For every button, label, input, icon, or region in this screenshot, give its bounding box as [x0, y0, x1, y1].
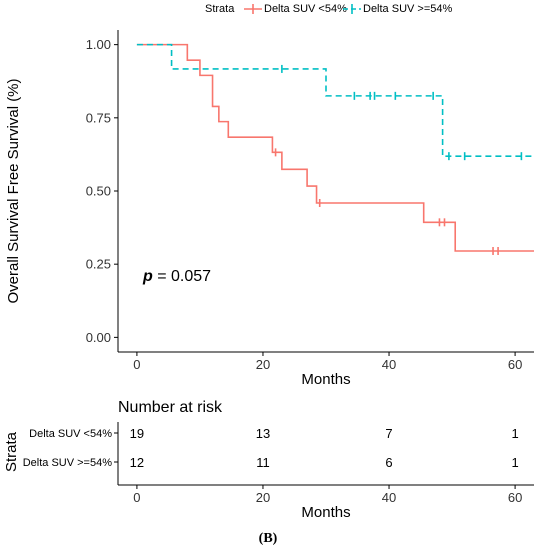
- survival-curves: [136, 43, 534, 256]
- risk-count: 1: [511, 426, 518, 441]
- risk-table: Number at risk Delta SUV <54% 19 13 7 1Delta…: [3, 399, 534, 521]
- risk-x-axis: 0 20 40 60: [133, 485, 522, 505]
- risk-y-axis-title: Strata: [3, 431, 20, 472]
- x-axis-title: Months: [301, 371, 350, 388]
- y-tick-label: 0.75: [86, 110, 111, 125]
- risk-count: 12: [130, 455, 144, 470]
- y-tick-label: 1.00: [86, 37, 111, 52]
- series-line-1: [136, 43, 534, 252]
- risk-count: 13: [256, 426, 270, 441]
- y-tick-label: 0.25: [86, 257, 111, 272]
- risk-count: 7: [385, 426, 392, 441]
- y-axis: 0.00 0.25 0.50 0.75 1.00: [86, 37, 118, 345]
- x-tick-label: 0: [133, 357, 140, 372]
- p-value-annotation: p = 0.057: [142, 268, 211, 285]
- risk-count: 6: [385, 455, 392, 470]
- plot-area: 0.00 0.25 0.50 0.75 1.00 0 20 40 60 p = 0.057 M…: [5, 30, 534, 388]
- p-symbol: p: [142, 268, 153, 285]
- legend-entry-series-1: Delta SUV <54%: [264, 3, 347, 15]
- risk-x-tick-label: 40: [382, 490, 396, 505]
- legend: Strata Delta SUV <54% Delta SUV >=54%: [205, 3, 452, 15]
- risk-count: 11: [256, 455, 270, 470]
- risk-count: 1: [511, 455, 518, 470]
- x-tick-label: 40: [382, 357, 396, 372]
- risk-row-label: Delta SUV >=54%: [23, 457, 112, 469]
- panel-label: (B): [259, 531, 278, 546]
- x-axis: 0 20 40 60: [133, 352, 522, 372]
- x-tick-label: 60: [508, 357, 522, 372]
- series-line-2: [136, 43, 534, 157]
- x-tick-label: 20: [256, 357, 270, 372]
- p-value-text: = 0.057: [153, 268, 211, 285]
- risk-row-label: Delta SUV <54%: [29, 428, 112, 440]
- risk-rows: Delta SUV <54% 19 13 7 1 Delta SUV >=54% 12 11 6…: [23, 426, 519, 470]
- y-tick-label: 0.50: [86, 184, 111, 199]
- y-tick-label: 0.00: [86, 330, 111, 345]
- risk-x-tick-label: 0: [133, 490, 140, 505]
- risk-count: 19: [130, 426, 144, 441]
- y-axis-title: Overall Survival Free Survival (%): [5, 78, 22, 303]
- risk-x-tick-label: 60: [508, 490, 522, 505]
- risk-table-title: Number at risk: [118, 399, 223, 416]
- legend-entry-series-2: Delta SUV >=54%: [363, 3, 452, 15]
- risk-x-tick-label: 20: [256, 490, 270, 505]
- legend-title: Strata: [205, 3, 235, 15]
- risk-x-axis-title: Months: [301, 504, 350, 521]
